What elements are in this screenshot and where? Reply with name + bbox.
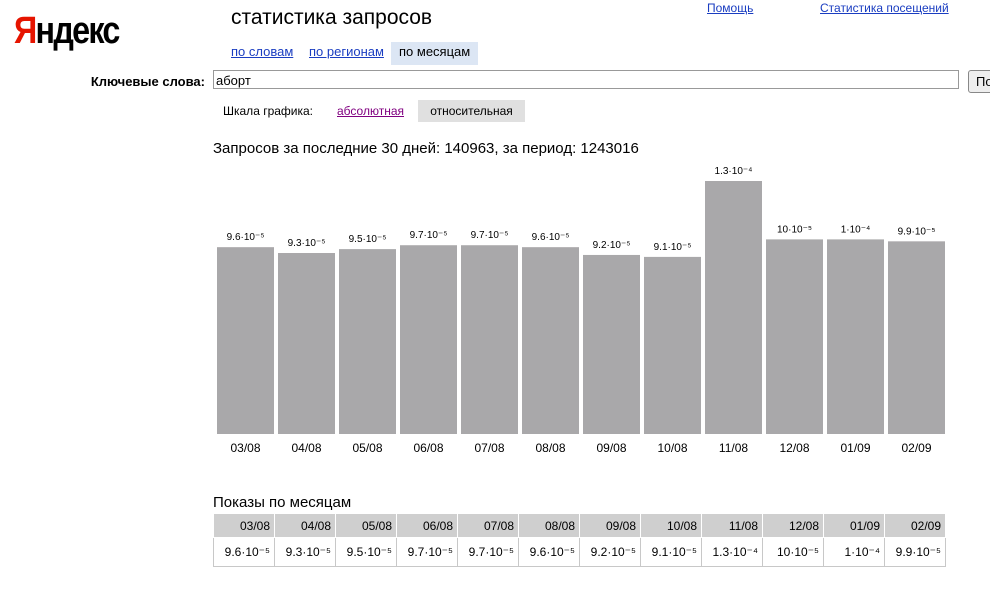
month-label: 12/08 bbox=[779, 441, 809, 455]
scale-option-selected[interactable]: относительная bbox=[418, 100, 525, 122]
help-link[interactable]: Помощь bbox=[707, 1, 754, 15]
bar bbox=[339, 249, 396, 434]
value-label: 9.2·10⁻⁵ bbox=[593, 240, 631, 251]
keywords-label: Ключевые слова: bbox=[90, 74, 205, 89]
table-value: 9.7·10⁻⁵ bbox=[457, 537, 519, 567]
bar bbox=[461, 245, 518, 434]
page-title: статистика запросов bbox=[231, 6, 433, 29]
month-label: 08/08 bbox=[535, 441, 565, 455]
bar bbox=[278, 253, 335, 434]
month-label: 10/08 bbox=[657, 441, 687, 455]
scale-label: Шкала графика: bbox=[223, 104, 314, 118]
value-label: 9.7·10⁻⁵ bbox=[471, 230, 509, 241]
table-title: Показы по месяцам bbox=[213, 494, 352, 511]
bar bbox=[766, 239, 823, 434]
table-month: 06/08 bbox=[396, 513, 458, 538]
value-label: 9.5·10⁻⁵ bbox=[349, 234, 387, 245]
month-table: 03/08 04/08 05/08 06/08 07/08 08/08 09/08 10/08… bbox=[213, 513, 946, 567]
bar bbox=[644, 256, 701, 434]
table-month: 11/08 bbox=[701, 513, 763, 538]
month-label: 07/08 bbox=[474, 441, 504, 455]
table-value: 10·10⁻⁵ bbox=[762, 537, 824, 567]
table-value: 9.2·10⁻⁵ bbox=[579, 537, 641, 567]
value-label: 9.1·10⁻⁵ bbox=[654, 242, 692, 253]
value-label: 9.6·10⁻⁵ bbox=[227, 232, 265, 243]
scale-option[interactable]: абсолютная bbox=[337, 104, 404, 118]
tab[interactable]: по словам bbox=[231, 44, 294, 59]
tab[interactable]: по регионам bbox=[309, 44, 384, 59]
table-month: 09/08 bbox=[579, 513, 641, 538]
summary: Запросов за последние 30 дней: 140963, з… bbox=[213, 140, 639, 157]
month-label: 06/08 bbox=[413, 441, 443, 455]
table-month: 03/08 bbox=[213, 513, 275, 538]
value-label: 1·10⁻⁴ bbox=[841, 224, 871, 235]
table-month: 05/08 bbox=[335, 513, 397, 538]
month-label: 05/08 bbox=[352, 441, 382, 455]
table-value: 9.3·10⁻⁵ bbox=[274, 537, 336, 567]
table-value: 9.5·10⁻⁵ bbox=[335, 537, 397, 567]
bar bbox=[583, 254, 640, 434]
value-label: 9.7·10⁻⁵ bbox=[410, 230, 448, 241]
month-label: 09/08 bbox=[596, 441, 626, 455]
table-month: 04/08 bbox=[274, 513, 336, 538]
table-month: 08/08 bbox=[518, 513, 580, 538]
value-label: 1.3·10⁻⁴ bbox=[715, 166, 753, 177]
table-value: 1·10⁻⁴ bbox=[823, 537, 885, 567]
month-label: 01/09 bbox=[840, 441, 870, 455]
bar bbox=[888, 241, 945, 434]
table-month: 01/09 bbox=[823, 513, 885, 538]
value-label: 9.9·10⁻⁵ bbox=[898, 226, 936, 237]
bar bbox=[827, 239, 884, 434]
table-month: 02/09 bbox=[884, 513, 946, 538]
bar bbox=[522, 247, 579, 434]
value-label: 9.6·10⁻⁵ bbox=[532, 232, 570, 243]
query-input[interactable]: аборт bbox=[213, 70, 959, 89]
month-label: 04/08 bbox=[291, 441, 321, 455]
table-value: 1.3·10⁻⁴ bbox=[701, 537, 763, 567]
bar bbox=[705, 181, 762, 434]
stats-link[interactable]: Статистика посещений bbox=[820, 1, 949, 15]
chart: 9.6·10⁻⁵ 03/08 9.3·10⁻⁵ 04/08 9.5·10⁻⁵ 05/08 9… bbox=[217, 166, 945, 455]
table-value: 9.7·10⁻⁵ bbox=[396, 537, 458, 567]
value-label: 10·10⁻⁵ bbox=[777, 224, 812, 235]
table-values: 9.6·10⁻⁵ 9.3·10⁻⁵ 9.5·10⁻⁵ 9.7·10⁻⁵ 9.7·10⁻⁵… bbox=[213, 537, 946, 567]
bar bbox=[400, 245, 457, 434]
month-label: 11/08 bbox=[719, 441, 748, 455]
table-value: 9.1·10⁻⁵ bbox=[640, 537, 702, 567]
logo[interactable]: Яндекс bbox=[14, 10, 120, 52]
table-header: 03/08 04/08 05/08 06/08 07/08 08/08 09/08 10/08… bbox=[213, 513, 946, 538]
month-label: 03/08 bbox=[230, 441, 260, 455]
table-value: 9.6·10⁻⁵ bbox=[518, 537, 580, 567]
table-month: 07/08 bbox=[457, 513, 519, 538]
table-value: 9.6·10⁻⁵ bbox=[213, 537, 275, 567]
bar bbox=[217, 247, 274, 434]
table-value: 9.9·10⁻⁵ bbox=[884, 537, 946, 567]
table-month: 12/08 bbox=[762, 513, 824, 538]
search-button[interactable]: По bbox=[968, 70, 990, 93]
table-month: 10/08 bbox=[640, 513, 702, 538]
value-label: 9.3·10⁻⁵ bbox=[288, 238, 326, 249]
month-label: 02/09 bbox=[901, 441, 931, 455]
tab-selected[interactable]: по месяцам bbox=[391, 42, 479, 65]
